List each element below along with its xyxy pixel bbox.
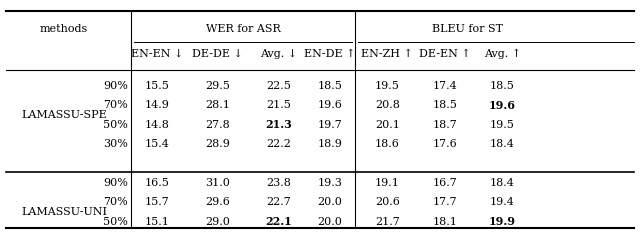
Text: 18.1: 18.1 [433,217,457,227]
Text: 22.5: 22.5 [266,81,291,91]
Text: 30%: 30% [103,139,128,149]
Text: 19.3: 19.3 [317,178,342,188]
Text: 28.1: 28.1 [205,101,230,110]
Text: 90%: 90% [103,178,128,188]
Text: 29.0: 29.0 [205,217,230,227]
Text: 17.7: 17.7 [433,197,457,207]
Text: 22.1: 22.1 [265,216,292,227]
Text: EN-EN ↓: EN-EN ↓ [131,49,183,59]
Text: 20.0: 20.0 [317,197,342,207]
Text: 18.4: 18.4 [490,139,515,149]
Text: 19.5: 19.5 [490,120,515,130]
Text: Avg. ↓: Avg. ↓ [260,49,297,59]
Text: EN-DE ↑: EN-DE ↑ [304,49,355,59]
Text: 21.7: 21.7 [375,217,399,227]
Text: 19.9: 19.9 [489,216,516,227]
Text: 18.4: 18.4 [490,178,515,188]
Text: 15.1: 15.1 [145,217,169,227]
Text: 18.5: 18.5 [490,81,515,91]
Text: DE-DE ↓: DE-DE ↓ [192,49,243,59]
Text: 20.0: 20.0 [317,217,342,227]
Text: 20.1: 20.1 [375,120,399,130]
Text: BLEU for ST: BLEU for ST [432,25,502,34]
Text: 18.7: 18.7 [433,120,457,130]
Text: 23.8: 23.8 [266,178,291,188]
Text: LAMASSU-UNI: LAMASSU-UNI [21,207,107,217]
Text: 19.1: 19.1 [375,178,399,188]
Text: 17.6: 17.6 [433,139,457,149]
Text: 18.5: 18.5 [433,101,457,110]
Text: 21.5: 21.5 [266,101,291,110]
Text: 19.4: 19.4 [490,197,515,207]
Text: 15.7: 15.7 [145,197,169,207]
Text: 27.8: 27.8 [205,120,230,130]
Text: 70%: 70% [103,197,128,207]
Text: 16.7: 16.7 [433,178,457,188]
Text: 18.9: 18.9 [317,139,342,149]
Text: 29.5: 29.5 [205,81,230,91]
Text: 31.0: 31.0 [205,178,230,188]
Text: 18.6: 18.6 [375,139,399,149]
Text: 19.7: 19.7 [317,120,342,130]
Text: EN-ZH ↑: EN-ZH ↑ [361,49,413,59]
Text: 15.4: 15.4 [145,139,169,149]
Text: methods: methods [40,25,88,34]
Text: 90%: 90% [103,81,128,91]
Text: Avg. ↑: Avg. ↑ [484,49,521,59]
Text: 50%: 50% [103,217,128,227]
Text: 20.6: 20.6 [375,197,399,207]
Text: 17.4: 17.4 [433,81,457,91]
Text: 14.9: 14.9 [145,101,169,110]
Text: LAMASSU-SPE: LAMASSU-SPE [21,110,107,120]
Text: 19.6: 19.6 [317,101,342,110]
Text: 22.2: 22.2 [266,139,291,149]
Text: 22.7: 22.7 [266,197,291,207]
Text: 18.5: 18.5 [317,81,342,91]
Text: 19.6: 19.6 [489,100,516,111]
Text: 21.3: 21.3 [265,119,292,130]
Text: DE-EN ↑: DE-EN ↑ [419,49,470,59]
Text: 29.6: 29.6 [205,197,230,207]
Text: 19.5: 19.5 [375,81,399,91]
Text: 14.8: 14.8 [145,120,169,130]
Text: 16.5: 16.5 [145,178,169,188]
Text: 28.9: 28.9 [205,139,230,149]
Text: 15.5: 15.5 [145,81,169,91]
Text: WER for ASR: WER for ASR [206,25,280,34]
Text: 20.8: 20.8 [375,101,399,110]
Text: 70%: 70% [103,101,128,110]
Text: 50%: 50% [103,120,128,130]
